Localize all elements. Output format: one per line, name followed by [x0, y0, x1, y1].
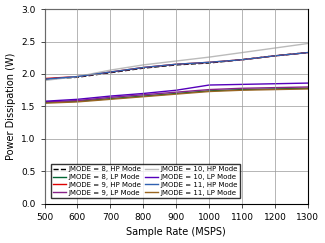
X-axis label: Sample Rate (MSPS): Sample Rate (MSPS) [126, 227, 226, 237]
Y-axis label: Power Dissipation (W): Power Dissipation (W) [6, 53, 16, 160]
Legend: JMODE = 8, HP Mode, JMODE = 8, LP Mode, JMODE = 9, HP Mode, JMODE = 9, LP Mode, : JMODE = 8, HP Mode, JMODE = 8, LP Mode, … [51, 164, 240, 199]
